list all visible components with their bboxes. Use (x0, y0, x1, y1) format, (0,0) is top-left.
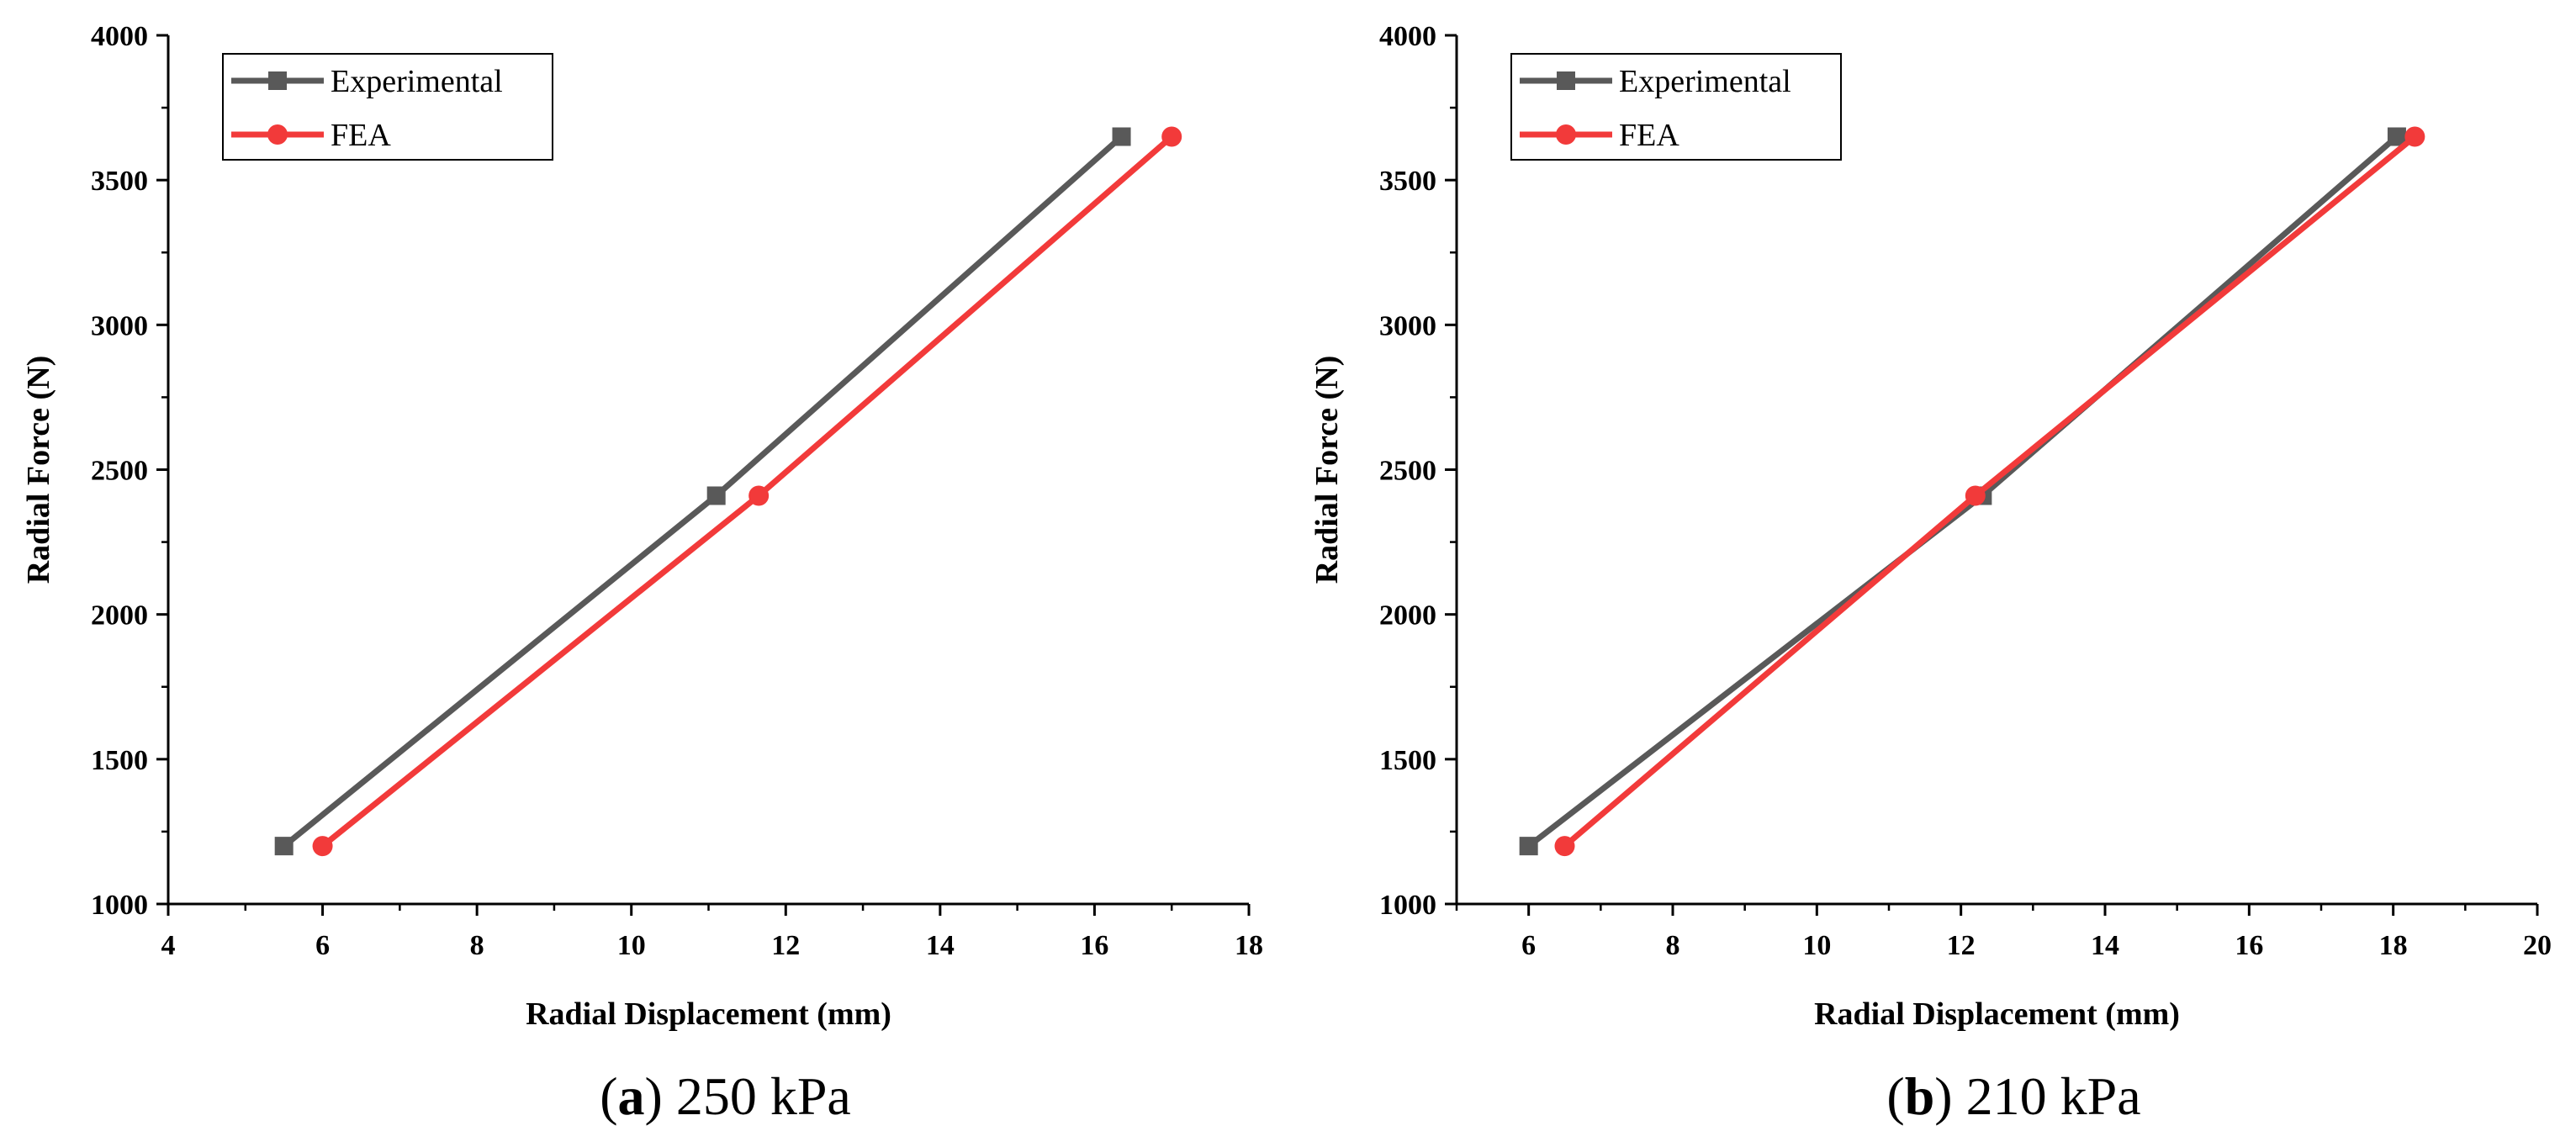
y-tick-label: 4000 (91, 21, 148, 52)
y-tick-label: 3500 (91, 166, 148, 197)
y-tick-label: 3000 (1379, 310, 1436, 341)
x-tick-label: 10 (617, 930, 646, 961)
data-point-circle (1161, 126, 1182, 147)
data-point-circle (748, 485, 770, 506)
y-axis-title: Radial Force (N) (21, 356, 56, 584)
data-point-square (706, 486, 726, 505)
x-tick-label: 12 (1947, 930, 1976, 961)
data-point-square (274, 837, 294, 856)
legend-marker-square (268, 71, 287, 90)
series-line-experimental (282, 134, 1124, 848)
x-tick-label: 8 (1666, 930, 1680, 961)
data-point-square (2387, 127, 2406, 146)
caption-text: 250 kPa (663, 1066, 851, 1126)
x-axis-title: Radial Displacement (mm) (526, 996, 891, 1032)
x-tick-label: 18 (1235, 930, 1263, 961)
caption-text: 210 kPa (1953, 1066, 2141, 1126)
x-tick-label: 14 (926, 930, 955, 961)
y-tick-label: 2500 (91, 456, 148, 487)
x-tick-label: 20 (2523, 930, 2552, 961)
legend-label: FEA (1619, 118, 1679, 153)
chart-a-svg: 4 6 8 10 12 14 16 18 1000 1500 2000 2500 3000 3500 400… (21, 21, 1263, 1126)
x-tick-label: 6 (315, 930, 330, 961)
series-line-experimental (1526, 134, 2399, 848)
y-tick-label: 4000 (1379, 21, 1436, 52)
legend-marker-circle (1556, 124, 1576, 145)
data-point-circle (1554, 836, 1575, 857)
x-tick-label: 8 (470, 930, 484, 961)
y-tick-label: 3500 (1379, 166, 1436, 197)
y-tick-label: 2500 (1379, 456, 1436, 487)
legend-marker-square (1557, 71, 1575, 90)
data-point-square (1112, 127, 1131, 146)
y-tick-label: 1500 (91, 745, 148, 776)
chart-b-svg: 6 8 10 12 14 16 18 20 1000 1500 2000 2500 3000 3500 40… (1309, 21, 2552, 1126)
data-point-circle (2404, 126, 2425, 147)
x-tick-label: 16 (1080, 930, 1108, 961)
figure-caption: (b) 210 kPa (1886, 1066, 2140, 1126)
y-tick-label: 3000 (91, 310, 148, 341)
data-point-circle (1965, 485, 1986, 506)
data-point-square (1519, 837, 1538, 856)
y-tick-label: 1500 (1379, 745, 1436, 776)
y-tick-label: 2000 (1379, 600, 1436, 632)
legend-label: FEA (331, 118, 391, 153)
y-tick-label: 2000 (91, 600, 148, 632)
series-line-fea (320, 134, 1174, 848)
x-tick-label: 10 (1802, 930, 1831, 961)
x-tick-label: 6 (1521, 930, 1536, 961)
x-tick-label: 4 (161, 930, 176, 961)
x-tick-label: 14 (2091, 930, 2119, 961)
caption-letter: b (1905, 1066, 1935, 1126)
data-point-circle (312, 836, 333, 857)
x-axis-title: Radial Displacement (mm) (1814, 996, 2180, 1032)
x-tick-label: 12 (771, 930, 800, 961)
x-tick-label: 16 (2235, 930, 2263, 961)
y-axis-title: Radial Force (N) (1309, 356, 1345, 584)
x-tick-label: 18 (2379, 930, 2408, 961)
caption-letter: a (618, 1066, 645, 1126)
chart-panel-b: 6 8 10 12 14 16 18 20 1000 1500 2000 2500 3000 3500 40… (1288, 0, 2576, 1147)
figure-caption: (a) 250 kPa (600, 1066, 851, 1126)
legend-label: Experimental (1619, 64, 1791, 99)
legend-label: Experimental (331, 64, 503, 99)
legend-marker-circle (267, 124, 288, 145)
chart-panel-a: 4 6 8 10 12 14 16 18 1000 1500 2000 2500 3000 3500 400… (21, 21, 1263, 1126)
y-tick-label: 1000 (1379, 890, 1436, 921)
y-tick-label: 1000 (91, 890, 148, 921)
